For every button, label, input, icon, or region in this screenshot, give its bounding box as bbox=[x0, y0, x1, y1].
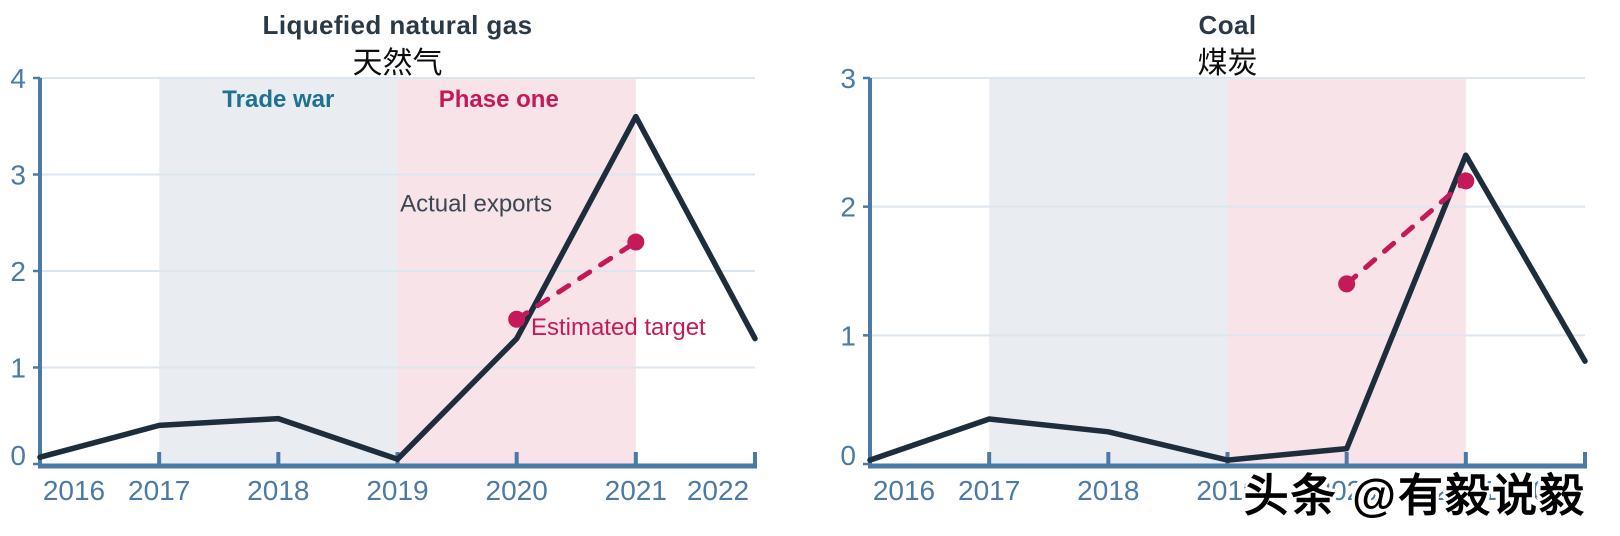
lng-actual-exports-line bbox=[37, 113, 758, 462]
lng-ylabel-3: 3 bbox=[10, 160, 26, 191]
coal-xlabel-2017: 2017 bbox=[958, 475, 1020, 506]
lng-xlabel-2020: 2020 bbox=[486, 475, 548, 506]
lng-xlabel-2016: 2016 bbox=[43, 475, 105, 506]
lng-ylabel-0: 0 bbox=[10, 440, 26, 471]
lng-xlabel-2018: 2018 bbox=[247, 475, 309, 506]
coal-ylabel-1: 1 bbox=[840, 320, 856, 351]
coal-chart-title: Coal bbox=[1198, 10, 1257, 40]
lng-phase-one-label: Phase one bbox=[439, 86, 559, 113]
lng-trade-war-label: Trade war bbox=[222, 86, 334, 113]
coal-xlabel-2022: 2022 bbox=[1517, 475, 1579, 506]
lng-chart-title: Liquefied natural gas bbox=[262, 10, 533, 40]
lng-estimated-target-label: Estimated target bbox=[531, 314, 706, 341]
coal-ylabel-3: 3 bbox=[840, 63, 856, 94]
lng-ylabel-2: 2 bbox=[10, 256, 26, 287]
lng-chart: 2016 2017 2018 2019 2020 2021 2022 0 1 2 3 4 Trade w… bbox=[10, 63, 758, 506]
coal-xlabel-2019: 2019 bbox=[1196, 475, 1258, 506]
lng-xlabel-2017: 2017 bbox=[128, 475, 190, 506]
coal-chart: 2016 2017 2018 2019 2020 2021 2022 0 1 2 3 bbox=[840, 63, 1588, 506]
coal-xlabel-2020: 2020 bbox=[1316, 475, 1378, 506]
lng-estimated-target-dot-0 bbox=[508, 310, 526, 328]
lng-xlabel-2022: 2022 bbox=[687, 475, 749, 506]
coal-estimated-target-line bbox=[1344, 178, 1469, 287]
coal-chart-subtitle-zh: 煤炭 bbox=[1197, 47, 1258, 80]
lng-ylabel-4: 4 bbox=[10, 63, 26, 94]
lng-actual-exports-label: Actual exports bbox=[400, 190, 552, 217]
lng-xlabel-2019: 2019 bbox=[366, 475, 428, 506]
coal-estimated-target-dot-0 bbox=[1338, 275, 1356, 293]
coal-xlabel-2016: 2016 bbox=[873, 475, 935, 506]
lng-estimated-target-dot-1 bbox=[627, 233, 645, 251]
toutiao-watermark: 头条 @有毅说毅 bbox=[1243, 470, 1586, 521]
coal-ylabel-0: 0 bbox=[840, 440, 856, 471]
coal-estimated-target-dot-1 bbox=[1457, 172, 1475, 190]
coal-phase-one-region bbox=[1227, 78, 1466, 466]
lng-estimated-target-line bbox=[514, 239, 639, 322]
coal-actual-exports-line bbox=[867, 152, 1588, 463]
lng-chart-subtitle-zh: 天然气 bbox=[352, 47, 443, 80]
coal-xlabel-2018: 2018 bbox=[1077, 475, 1139, 506]
coal-ylabel-2: 2 bbox=[840, 192, 856, 223]
coal-trade-war-region bbox=[989, 78, 1228, 466]
lng-ylabel-1: 1 bbox=[10, 353, 26, 384]
coal-xlabel-2021: 2021 bbox=[1435, 475, 1497, 506]
lng-xlabel-2021: 2021 bbox=[605, 475, 667, 506]
